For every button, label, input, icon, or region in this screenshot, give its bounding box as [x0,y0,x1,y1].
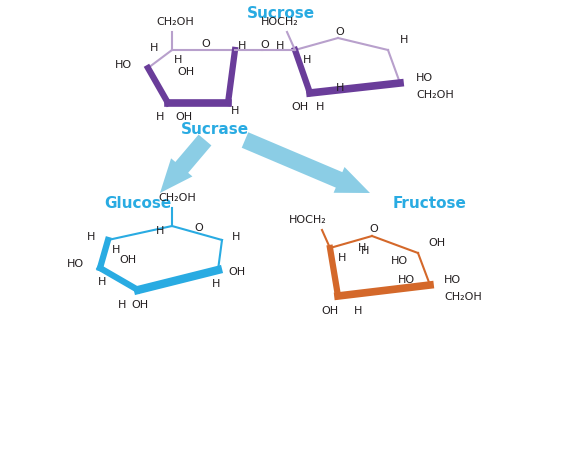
Text: CH₂OH: CH₂OH [156,17,194,27]
Text: HOCH₂: HOCH₂ [261,17,299,27]
Text: H: H [174,55,182,65]
Text: Sucrase: Sucrase [181,123,249,138]
Text: OH: OH [321,306,338,316]
Text: OH: OH [132,300,148,310]
Text: H: H [361,246,369,256]
Text: H: H [358,243,366,253]
Text: HO: HO [67,259,84,269]
Text: H: H [238,41,246,51]
Text: O: O [202,39,210,49]
Text: CH₂OH: CH₂OH [416,90,454,100]
Text: H: H [87,232,95,242]
Text: H: H [156,226,164,236]
Text: H: H [212,279,220,289]
Polygon shape [242,132,370,193]
Text: HO: HO [416,73,433,83]
Text: HO: HO [391,256,408,266]
Text: H: H [112,245,120,255]
Text: H: H [232,232,241,242]
Text: CH₂OH: CH₂OH [444,292,482,302]
Text: CH₂OH: CH₂OH [158,193,196,203]
Text: O: O [370,224,378,234]
Text: O: O [261,40,269,50]
Text: H: H [400,35,409,45]
Text: H: H [338,253,346,263]
Text: OH: OH [175,112,193,122]
Text: Glucose: Glucose [105,196,171,211]
Text: OH: OH [120,255,137,265]
Text: H: H [117,300,126,310]
Text: H: H [231,106,239,116]
Text: H: H [316,102,324,112]
Text: Sucrose: Sucrose [247,6,315,21]
Text: H: H [276,41,284,51]
Text: H: H [149,43,158,53]
Text: OH: OH [428,238,445,248]
Text: O: O [194,223,203,233]
Text: H: H [98,277,106,287]
Text: HO: HO [444,275,461,285]
Text: HO: HO [115,60,132,70]
Text: O: O [336,27,345,37]
Text: H: H [303,55,311,65]
Text: H: H [336,83,344,93]
Text: HO: HO [398,275,415,285]
Text: H: H [156,112,164,122]
Polygon shape [160,135,211,193]
Text: OH: OH [178,67,194,77]
Text: HOCH₂: HOCH₂ [289,215,327,225]
Text: OH: OH [228,267,245,277]
Text: OH: OH [292,102,309,112]
Text: Fructose: Fructose [393,196,467,211]
Text: H: H [354,306,362,316]
